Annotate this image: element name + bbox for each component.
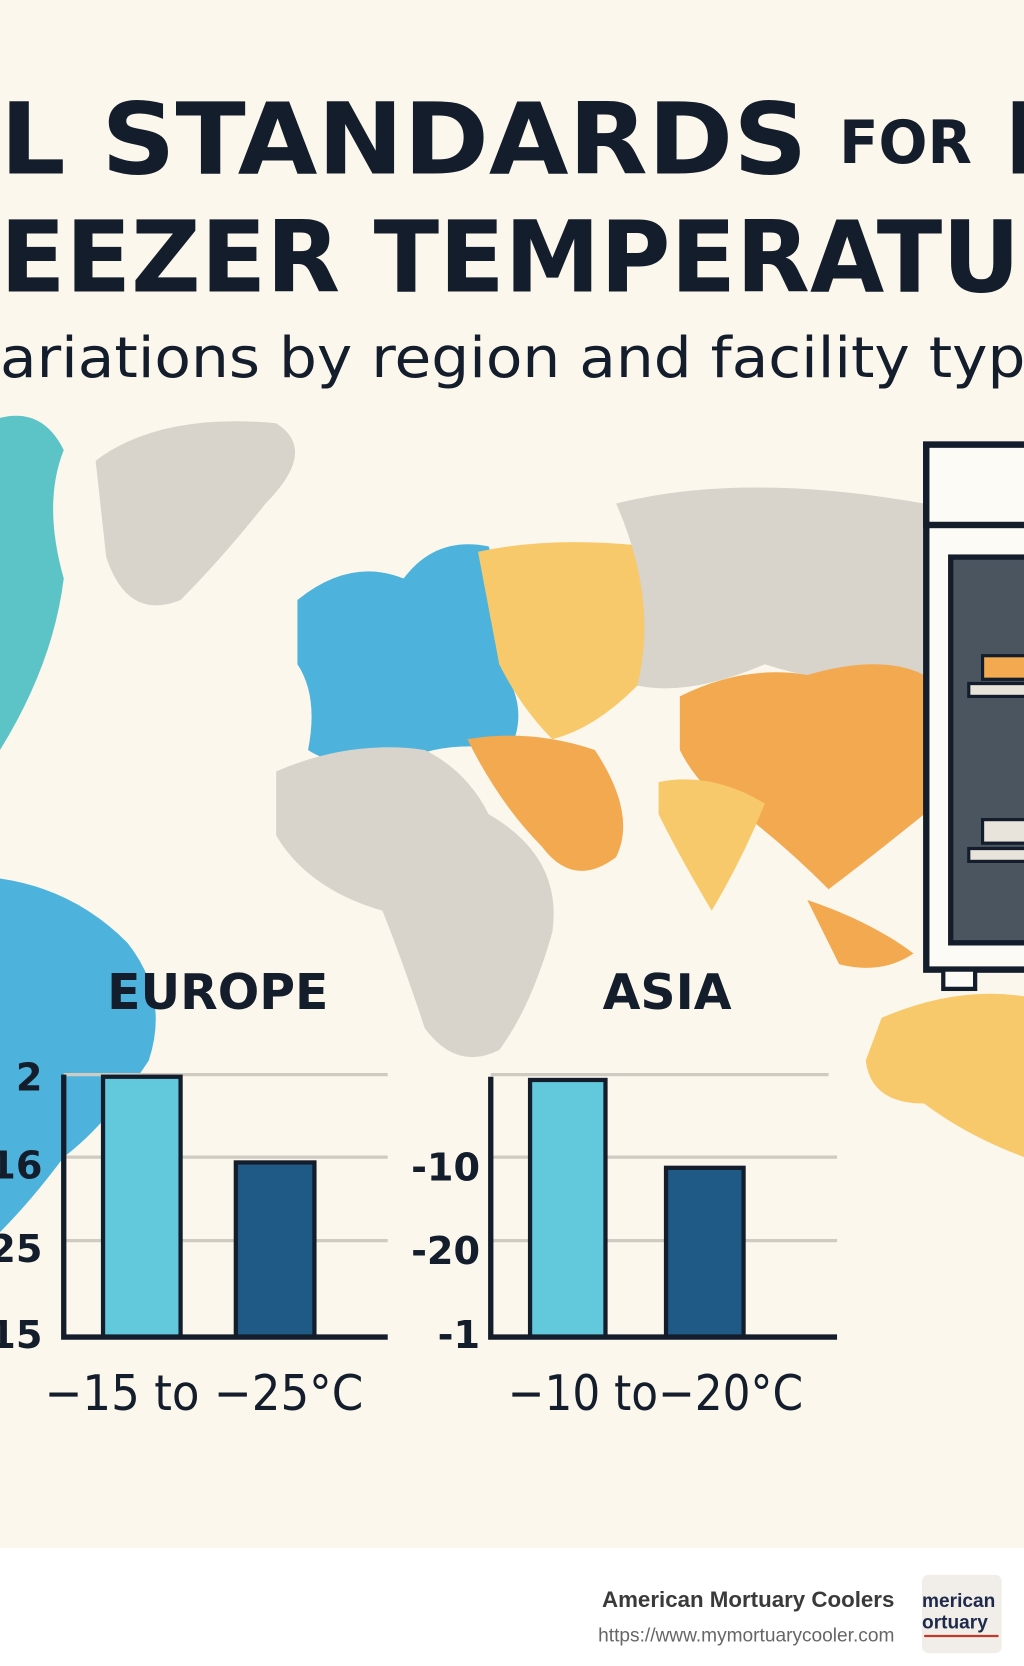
- asia-panel: ASIA -10 -20 -1 −10 to−20°C: [411, 963, 838, 1422]
- tick-label: 25: [0, 1227, 42, 1272]
- axis: [61, 1074, 388, 1340]
- world-map: [0, 415, 1024, 1233]
- tick-label: -1: [438, 1313, 480, 1358]
- footer: [0, 1548, 1024, 1666]
- tick-label: -20: [411, 1229, 480, 1274]
- bar: [663, 1165, 746, 1340]
- tick-label: 2: [16, 1056, 43, 1101]
- title: L STANDARDS: [0, 83, 807, 197]
- axis: [488, 1076, 838, 1340]
- range-label: −10 to−20°C: [508, 1364, 803, 1422]
- company-name: American Mortuary Coolers: [602, 1587, 894, 1612]
- bar: [233, 1160, 317, 1340]
- region-label: EUROPE: [107, 963, 328, 1021]
- logo: [922, 1574, 1002, 1654]
- logo-text: ortuary: [922, 1612, 988, 1633]
- tick-label: 16: [0, 1143, 42, 1188]
- region-label: ASIA: [603, 963, 732, 1021]
- company-url[interactable]: https://www.mymortuarycooler.com: [598, 1625, 894, 1646]
- subtitle: ariations by region and facility type: [0, 327, 1024, 391]
- logo-text: merican: [922, 1591, 995, 1612]
- title-cut: M: [1004, 83, 1024, 197]
- bar: [100, 1074, 183, 1340]
- europe-panel: EUROPE 2 16 25 15 −15 to −25°C: [0, 963, 388, 1422]
- freezer-illustration: [923, 441, 1024, 992]
- title: EEZER TEMPERATUR: [0, 201, 1024, 315]
- range-label: −15 to −25°C: [45, 1364, 364, 1422]
- bar: [527, 1077, 608, 1340]
- tick-label: 15: [0, 1313, 42, 1358]
- title-small: FOR: [839, 109, 972, 178]
- tick-label: -10: [411, 1146, 480, 1191]
